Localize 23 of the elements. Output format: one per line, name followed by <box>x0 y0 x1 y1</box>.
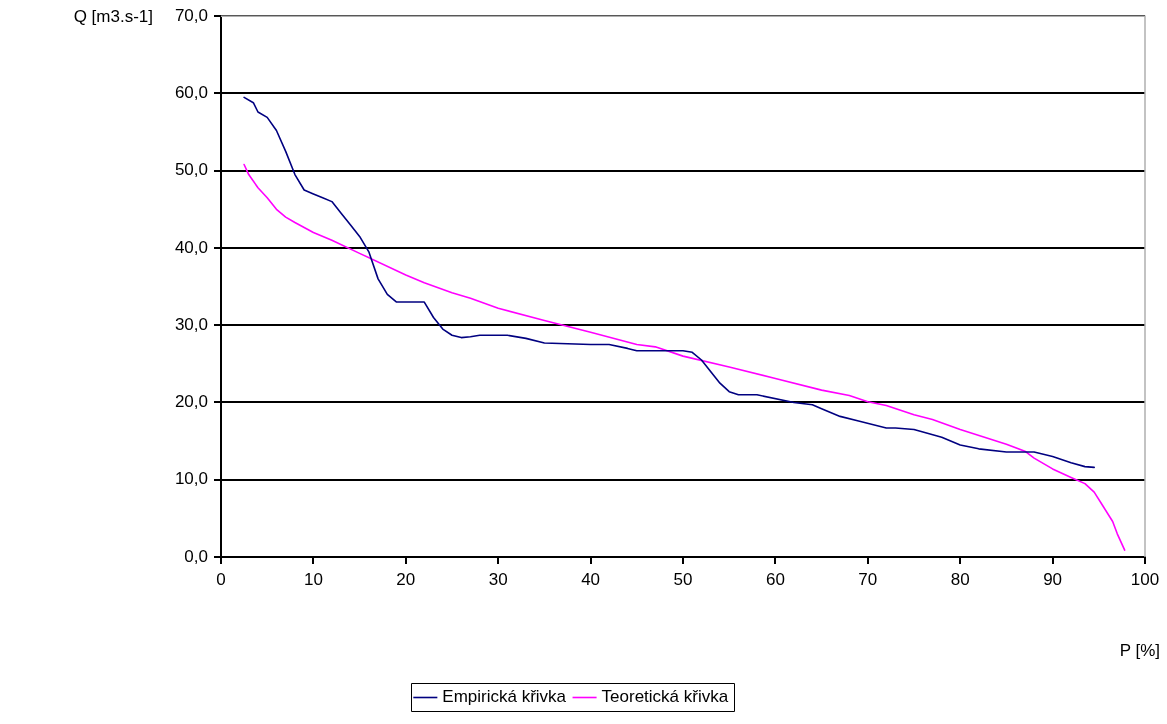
x-axis-title: P [%] <box>1119 640 1160 660</box>
x-tick-label: 50 <box>673 569 693 589</box>
x-tick-label: 60 <box>765 569 785 589</box>
legend-label: Empirická křivka <box>442 687 567 707</box>
x-tick-label: 80 <box>950 569 970 589</box>
y-axis-title: Q [m3.s-1] <box>73 6 153 26</box>
y-tick-label: 30,0 <box>174 314 208 334</box>
y-tick-label: 40,0 <box>174 237 208 257</box>
y-tick-label: 10,0 <box>174 469 208 489</box>
y-tick-label: 70,0 <box>174 5 208 25</box>
x-tick-label: 70 <box>858 569 878 589</box>
x-tick-label: 20 <box>396 569 416 589</box>
y-tick-label: 0,0 <box>184 546 208 566</box>
x-tick-label: 10 <box>303 569 323 589</box>
x-tick-label: 100 <box>1130 569 1160 589</box>
legend-label: Teoretická křivka <box>601 687 729 707</box>
y-tick-label: 60,0 <box>174 83 208 103</box>
y-tick-label: 50,0 <box>174 160 208 180</box>
x-tick-label: 30 <box>488 569 508 589</box>
x-tick-label: 90 <box>1043 569 1063 589</box>
x-tick-label: 0 <box>216 569 226 589</box>
x-tick-label: 40 <box>581 569 601 589</box>
y-tick-label: 20,0 <box>174 392 208 412</box>
